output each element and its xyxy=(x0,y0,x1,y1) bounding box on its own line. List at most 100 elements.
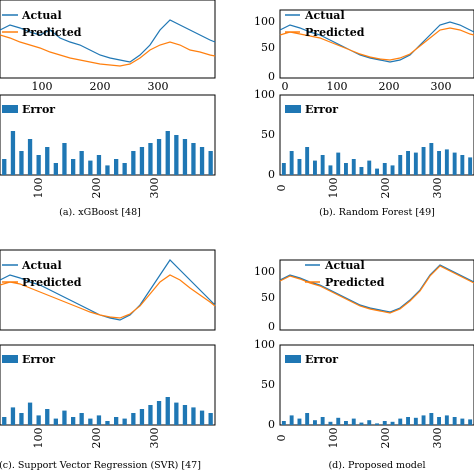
error-bar xyxy=(313,420,317,425)
error-bar xyxy=(359,167,364,175)
svg-text:100: 100 xyxy=(254,15,275,28)
error-bar xyxy=(36,415,41,425)
svg-text:Error: Error xyxy=(22,353,55,366)
panel-c: Actual Predicted Error 100 200 300 (c). … xyxy=(0,249,216,471)
panel-b-error-y-ticks: 0 50 100 xyxy=(254,88,275,181)
svg-text:200: 200 xyxy=(379,178,392,199)
error-bar xyxy=(88,160,93,175)
error-bar xyxy=(375,168,379,175)
error-bar xyxy=(71,417,76,425)
error-bar xyxy=(452,152,457,175)
error-bar xyxy=(62,410,67,425)
svg-text:100: 100 xyxy=(254,338,275,351)
panel-d-top-y-ticks: 0 50 100 xyxy=(254,265,275,333)
error-bar xyxy=(122,418,127,425)
panel-b-error-x-ticks: 0 100 200 300 xyxy=(275,178,444,199)
panel-b-error-plot: Error 0 50 100 0 100 200 300 xyxy=(254,88,474,199)
error-bar xyxy=(105,165,110,175)
error-bar xyxy=(437,151,441,175)
panel-a-legend-actual: Actual xyxy=(21,9,62,22)
panel-c-top-plot: Actual Predicted xyxy=(0,249,216,331)
svg-text:300: 300 xyxy=(148,80,169,93)
error-bar xyxy=(53,163,58,175)
error-bar xyxy=(45,409,50,425)
error-bar xyxy=(182,139,188,175)
svg-text:100: 100 xyxy=(32,80,53,93)
panel-d-error-x-ticks: 0 100 200 300 xyxy=(275,428,444,449)
error-bar xyxy=(208,413,213,425)
error-bar xyxy=(351,418,356,425)
error-bar xyxy=(96,415,102,425)
error-bar xyxy=(71,159,76,175)
panel-a-error-bars xyxy=(2,131,213,175)
svg-text:200: 200 xyxy=(90,428,103,449)
error-bar xyxy=(122,163,127,175)
svg-text:300: 300 xyxy=(431,80,452,93)
panel-d-top-plot: Actual Predicted 0 50 100 xyxy=(254,259,474,333)
svg-text:Error: Error xyxy=(305,103,338,116)
svg-text:0: 0 xyxy=(282,80,289,93)
panel-a: Actual Predicted 100 200 300 Error 100 2… xyxy=(0,0,216,218)
svg-text:0: 0 xyxy=(268,168,275,181)
svg-text:300: 300 xyxy=(148,178,161,199)
error-bar xyxy=(344,163,348,175)
panel-b-top-y-ticks: 0 50 100 xyxy=(254,15,275,83)
error-bar xyxy=(281,163,286,175)
svg-text:200: 200 xyxy=(90,80,111,93)
error-bar xyxy=(390,421,395,425)
panel-b-top-x-ticks: 0 100 200 300 xyxy=(282,80,452,93)
error-bar xyxy=(406,417,410,425)
error-bar xyxy=(148,143,153,175)
error-bar xyxy=(398,155,403,175)
error-bar xyxy=(336,417,341,425)
panel-b-legend: Actual Predicted xyxy=(285,9,365,39)
svg-text:0: 0 xyxy=(275,435,288,442)
svg-text:0: 0 xyxy=(268,70,275,83)
error-bar xyxy=(191,407,196,425)
error-bar xyxy=(468,157,473,175)
panel-c-actual-line xyxy=(0,259,216,321)
error-bar xyxy=(10,407,16,425)
panel-d-caption: (d). Proposed model xyxy=(328,460,425,471)
error-bar xyxy=(320,155,325,175)
panel-a-error-legend: Error xyxy=(2,103,55,116)
svg-text:300: 300 xyxy=(431,178,444,199)
panel-c-error-x-ticks: 100 200 300 xyxy=(32,428,161,449)
panel-d-error-y-ticks: 0 50 100 xyxy=(254,338,275,431)
error-bar xyxy=(328,421,333,425)
panel-a-error-plot: Error 100 200 300 xyxy=(0,94,216,199)
error-bar xyxy=(182,405,188,425)
panel-c-error-legend: Error xyxy=(2,353,55,366)
error-bar xyxy=(148,405,153,425)
error-bar xyxy=(297,418,302,425)
svg-text:Actual: Actual xyxy=(21,259,62,272)
error-bar xyxy=(139,409,145,425)
panel-a-actual-line xyxy=(0,19,216,63)
error-bar xyxy=(421,147,426,175)
svg-text:300: 300 xyxy=(148,428,161,449)
error-bar xyxy=(2,159,7,175)
panel-b-error-bars xyxy=(281,143,473,175)
error-bar xyxy=(429,143,434,175)
error-bar xyxy=(208,151,213,175)
error-bar xyxy=(105,421,110,425)
error-bar xyxy=(452,417,457,425)
svg-text:Error: Error xyxy=(305,353,338,366)
error-bar xyxy=(174,402,179,425)
svg-text:Predicted: Predicted xyxy=(305,26,365,39)
error-bar xyxy=(19,151,24,175)
svg-text:0: 0 xyxy=(268,418,275,431)
panel-d: Actual Predicted 0 50 100 Error 0 50 100 xyxy=(254,259,474,471)
error-bar xyxy=(45,147,50,175)
svg-text:Predicted: Predicted xyxy=(22,276,82,289)
error-bar xyxy=(79,151,84,175)
error-bar xyxy=(344,421,348,425)
error-bar xyxy=(437,417,441,425)
svg-text:200: 200 xyxy=(90,178,103,199)
error-bar xyxy=(351,159,356,175)
error-bar xyxy=(398,418,403,425)
svg-text:50: 50 xyxy=(261,291,275,304)
error-bar xyxy=(313,160,317,175)
svg-text:100: 100 xyxy=(254,265,275,278)
error-bar xyxy=(320,417,325,425)
